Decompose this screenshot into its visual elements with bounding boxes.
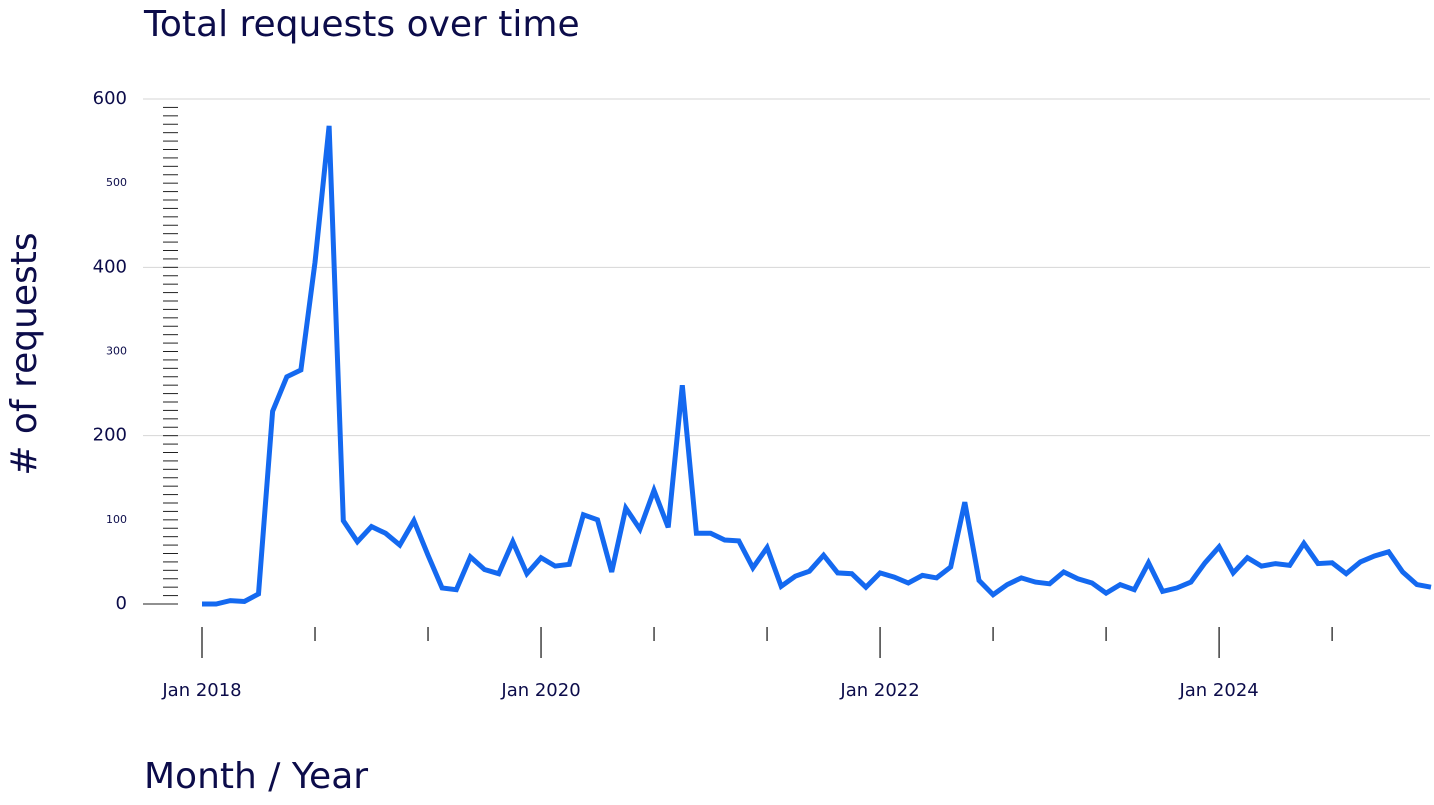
y-tick-label: 500	[106, 176, 127, 189]
y-tick-label: 200	[93, 425, 127, 446]
y-tick-label: 300	[106, 345, 127, 358]
y-tick-label: 600	[93, 88, 127, 109]
y-axis-label: # of requests	[4, 232, 45, 475]
x-tick-label: Jan 2018	[161, 680, 241, 701]
y-tick-label: 100	[106, 513, 127, 526]
x-tick-label: Jan 2020	[500, 680, 580, 701]
x-axis-label: Month / Year	[144, 756, 368, 797]
chart-title: Total requests over time	[143, 4, 580, 45]
x-tick-label: Jan 2024	[1178, 680, 1258, 701]
x-tick-label: Jan 2022	[839, 680, 919, 701]
data-line	[202, 125, 1432, 607]
y-tick-label: 0	[116, 593, 127, 614]
y-tick-label: 400	[93, 256, 127, 277]
